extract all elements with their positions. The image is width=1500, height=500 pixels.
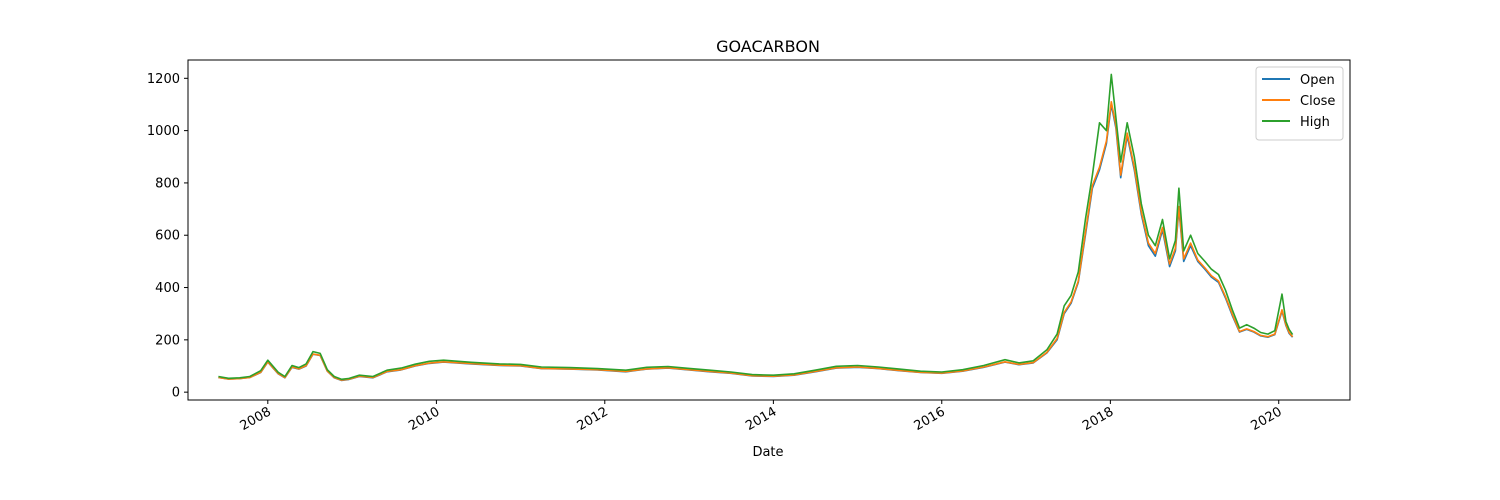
x-axis-label: Date xyxy=(752,445,783,460)
legend: Open Close High xyxy=(1255,66,1344,141)
y-tick-label: 200 xyxy=(155,333,180,348)
y-tick-label: 1200 xyxy=(147,72,180,87)
series-line-high xyxy=(218,73,1294,381)
chart-title: GOACARBON xyxy=(716,37,820,56)
y-tick-label: 1000 xyxy=(147,124,180,139)
y-tick-label: 800 xyxy=(155,176,180,191)
plot-area xyxy=(218,73,1294,382)
y-tick-label: 0 xyxy=(172,386,180,401)
axes-frame xyxy=(187,59,1351,401)
legend-label-high: High xyxy=(1300,115,1330,130)
legend-label-close: Close xyxy=(1300,94,1335,109)
legend-label-open: Open xyxy=(1300,73,1335,88)
y-tick-label: 600 xyxy=(155,229,180,244)
y-tick-label: 400 xyxy=(155,281,180,296)
y-axis: 0 200 400 600 800 1000 1200 xyxy=(147,72,188,401)
